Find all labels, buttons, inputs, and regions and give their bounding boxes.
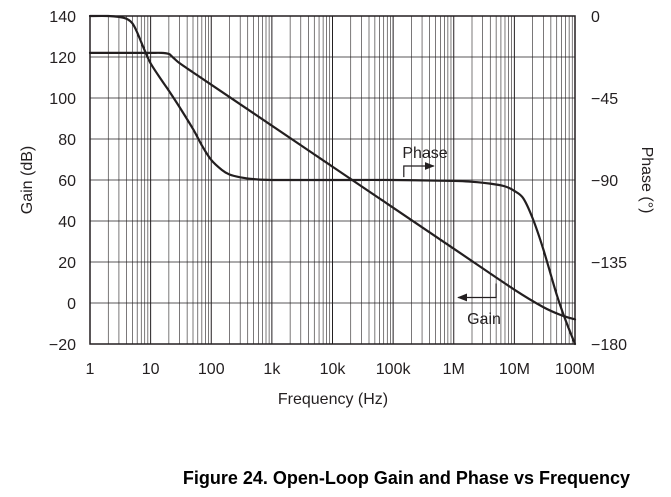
y2-axis-title: Phase (°) (638, 147, 655, 214)
x-tick-label: 1M (443, 361, 465, 378)
x-tick-label: 100 (198, 361, 225, 378)
y-tick-label: 140 (49, 9, 76, 26)
x-tick-label: 10M (499, 361, 530, 378)
y-tick-label: 100 (49, 91, 76, 108)
annotations: Phase Gain (402, 145, 501, 328)
y2-tick-label: −180 (591, 337, 627, 354)
phase-series-line (88, 14, 577, 346)
figure-caption: Figure 24. Open-Loop Gain and Phase vs F… (183, 468, 630, 488)
y-tick-label: 0 (67, 296, 76, 313)
x-tick-label: 10 (142, 361, 160, 378)
y2-tick-label: −45 (591, 91, 618, 108)
gain-annotation-arrow (457, 283, 497, 302)
x-axis-title: Frequency (Hz) (278, 391, 388, 408)
y2-tick-label: −135 (591, 255, 627, 272)
y-tick-label: 40 (58, 214, 76, 231)
tick-labels: 1 10 100 1k 10k 100k 1M 10M 100M 140 120 100 80 60 40 2… (49, 9, 627, 378)
series-layer (88, 14, 577, 346)
x-tick-label: 100k (376, 361, 412, 378)
gain-annotation-label: Gain (467, 311, 501, 328)
x-tick-label: 1 (86, 361, 95, 378)
y-tick-label: 60 (58, 173, 76, 190)
y-tick-label: 80 (58, 132, 76, 149)
y2-tick-label: −90 (591, 173, 618, 190)
phase-annotation-arrow (403, 162, 435, 178)
y-tick-label: 120 (49, 50, 76, 67)
x-tick-label: 100M (555, 361, 595, 378)
phase-annotation-label: Phase (402, 145, 447, 162)
gain-series-line (88, 51, 577, 321)
x-tick-label: 1k (263, 361, 281, 378)
y2-tick-label: 0 (591, 9, 600, 26)
y-tick-label: −20 (49, 337, 76, 354)
plot-frame (89, 15, 576, 345)
x-tick-label: 10k (320, 361, 347, 378)
y-axis-title: Gain (dB) (19, 146, 36, 214)
y-tick-label: 20 (58, 255, 76, 272)
